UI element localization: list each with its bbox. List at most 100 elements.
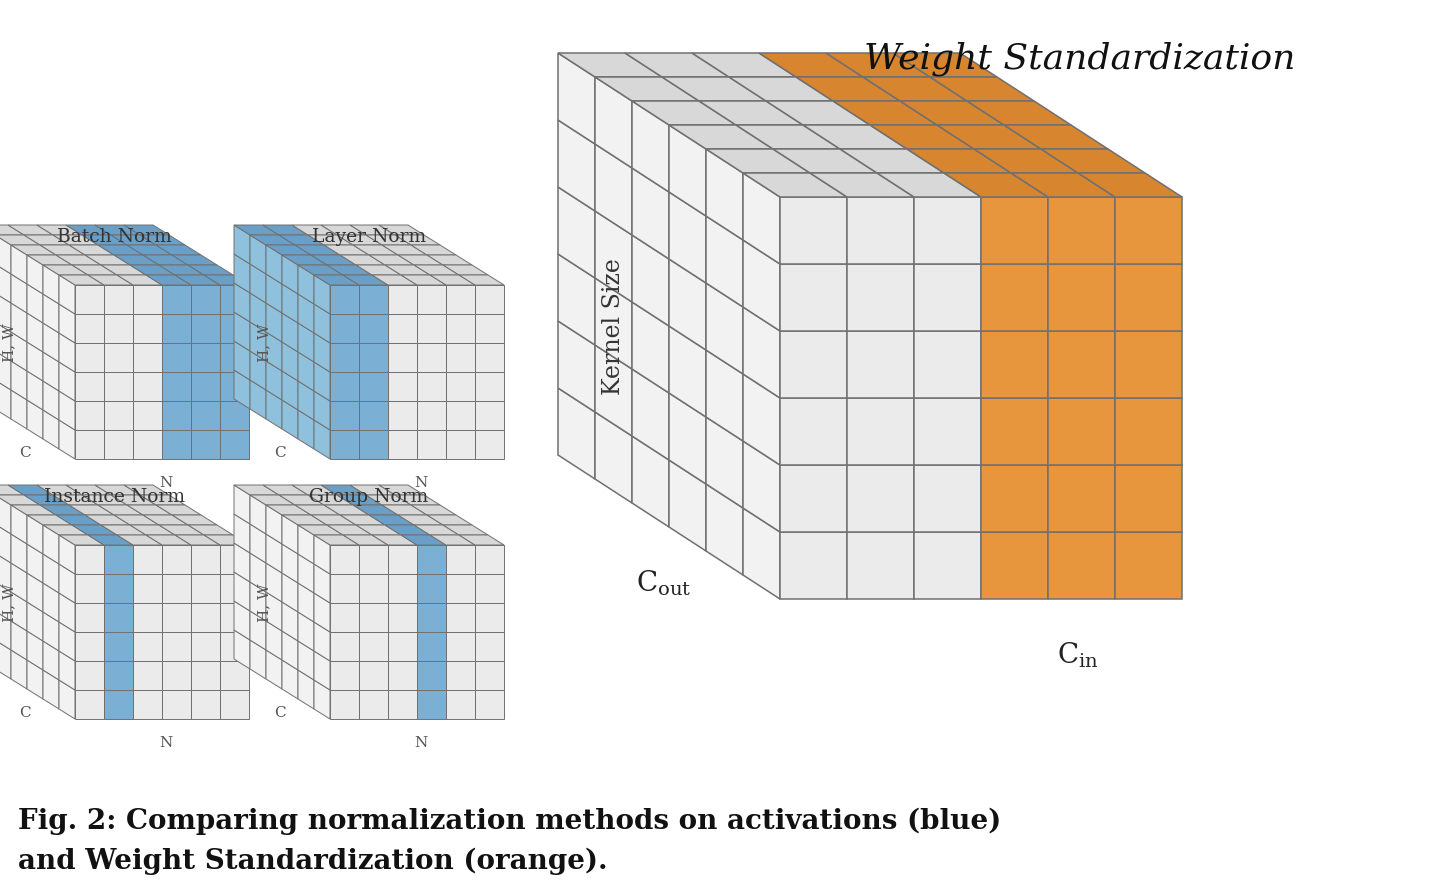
Polygon shape: [12, 650, 27, 689]
Polygon shape: [446, 373, 475, 401]
Polygon shape: [1041, 150, 1145, 174]
Polygon shape: [104, 633, 132, 661]
Polygon shape: [387, 574, 418, 603]
Polygon shape: [145, 276, 192, 285]
Polygon shape: [104, 574, 132, 603]
Polygon shape: [75, 633, 104, 661]
Polygon shape: [314, 334, 330, 373]
Polygon shape: [706, 417, 743, 509]
Polygon shape: [298, 410, 314, 449]
Polygon shape: [384, 525, 431, 535]
Polygon shape: [0, 323, 12, 361]
Polygon shape: [233, 572, 251, 611]
Polygon shape: [418, 574, 446, 603]
Polygon shape: [870, 126, 973, 150]
Polygon shape: [706, 217, 743, 307]
Polygon shape: [12, 245, 56, 256]
Polygon shape: [59, 276, 104, 285]
Polygon shape: [298, 525, 343, 535]
Text: H, W: H, W: [1, 583, 16, 622]
Polygon shape: [161, 603, 192, 633]
Polygon shape: [69, 245, 114, 256]
Polygon shape: [132, 574, 161, 603]
Polygon shape: [53, 236, 98, 245]
Polygon shape: [72, 525, 117, 535]
Polygon shape: [220, 285, 249, 315]
Polygon shape: [780, 198, 847, 265]
Polygon shape: [475, 431, 504, 460]
Polygon shape: [59, 305, 75, 344]
Polygon shape: [233, 486, 279, 495]
Polygon shape: [330, 574, 359, 603]
Polygon shape: [330, 285, 359, 315]
Polygon shape: [12, 304, 27, 343]
Polygon shape: [12, 505, 27, 544]
Polygon shape: [444, 266, 488, 276]
Polygon shape: [233, 226, 251, 265]
Polygon shape: [282, 314, 298, 353]
Polygon shape: [27, 602, 43, 641]
Polygon shape: [95, 226, 140, 236]
Polygon shape: [337, 495, 382, 505]
Polygon shape: [0, 236, 12, 275]
Polygon shape: [192, 344, 220, 373]
Polygon shape: [736, 126, 840, 150]
Polygon shape: [1011, 174, 1115, 198]
Polygon shape: [759, 54, 863, 78]
Polygon shape: [356, 266, 400, 276]
Polygon shape: [12, 621, 27, 660]
Polygon shape: [27, 314, 43, 353]
Polygon shape: [446, 344, 475, 373]
Polygon shape: [359, 661, 387, 690]
Polygon shape: [387, 603, 418, 633]
Polygon shape: [446, 546, 475, 574]
Polygon shape: [88, 535, 132, 546]
Polygon shape: [743, 174, 780, 265]
Polygon shape: [59, 535, 104, 546]
Polygon shape: [324, 505, 369, 516]
Polygon shape: [693, 54, 796, 78]
Polygon shape: [387, 373, 418, 401]
Polygon shape: [204, 535, 249, 546]
Polygon shape: [780, 331, 847, 399]
Polygon shape: [192, 373, 220, 401]
Polygon shape: [282, 602, 298, 641]
Polygon shape: [266, 650, 282, 689]
Polygon shape: [124, 486, 168, 495]
Polygon shape: [75, 373, 104, 401]
Polygon shape: [330, 633, 359, 661]
Polygon shape: [176, 535, 220, 546]
Polygon shape: [410, 505, 456, 516]
Polygon shape: [595, 78, 698, 102]
Polygon shape: [264, 486, 308, 495]
Polygon shape: [251, 495, 266, 534]
Polygon shape: [251, 525, 266, 563]
Polygon shape: [59, 421, 75, 460]
Polygon shape: [475, 661, 504, 690]
Polygon shape: [308, 236, 353, 245]
Polygon shape: [282, 660, 298, 699]
Polygon shape: [343, 535, 387, 546]
Polygon shape: [0, 495, 12, 534]
Polygon shape: [43, 525, 59, 564]
Polygon shape: [366, 236, 410, 245]
Polygon shape: [266, 563, 282, 602]
Polygon shape: [359, 546, 387, 574]
Polygon shape: [192, 546, 220, 574]
Polygon shape: [298, 555, 314, 594]
Polygon shape: [359, 633, 387, 661]
Polygon shape: [914, 198, 981, 265]
Text: C$_{\mathregular{in}}$: C$_{\mathregular{in}}$: [1057, 640, 1099, 669]
Polygon shape: [1048, 198, 1115, 265]
Polygon shape: [632, 236, 670, 327]
Polygon shape: [220, 431, 249, 460]
Polygon shape: [981, 465, 1048, 532]
Polygon shape: [350, 226, 395, 236]
Polygon shape: [0, 554, 12, 593]
Polygon shape: [475, 344, 504, 373]
Polygon shape: [359, 690, 387, 719]
Polygon shape: [132, 690, 161, 719]
Polygon shape: [176, 276, 220, 285]
Polygon shape: [27, 371, 43, 410]
Polygon shape: [379, 226, 423, 236]
